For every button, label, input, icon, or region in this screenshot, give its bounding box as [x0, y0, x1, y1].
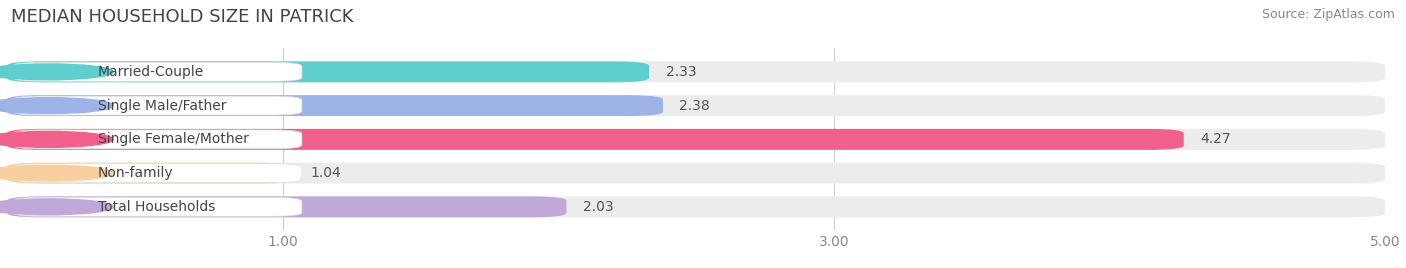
- FancyBboxPatch shape: [7, 61, 1385, 82]
- Circle shape: [0, 199, 114, 215]
- Circle shape: [0, 165, 114, 181]
- FancyBboxPatch shape: [13, 62, 302, 81]
- FancyBboxPatch shape: [7, 129, 1385, 150]
- Text: 2.33: 2.33: [665, 65, 696, 79]
- Circle shape: [0, 98, 114, 114]
- FancyBboxPatch shape: [7, 129, 1184, 150]
- Text: Single Male/Father: Single Male/Father: [98, 99, 226, 113]
- FancyBboxPatch shape: [7, 196, 567, 217]
- Text: 2.38: 2.38: [679, 99, 710, 113]
- FancyBboxPatch shape: [7, 95, 662, 116]
- Text: Non-family: Non-family: [98, 166, 173, 180]
- Text: MEDIAN HOUSEHOLD SIZE IN PATRICK: MEDIAN HOUSEHOLD SIZE IN PATRICK: [11, 8, 354, 26]
- Text: 2.03: 2.03: [583, 200, 613, 214]
- FancyBboxPatch shape: [13, 130, 302, 149]
- FancyBboxPatch shape: [7, 163, 1385, 184]
- Text: Single Female/Mother: Single Female/Mother: [98, 132, 249, 146]
- FancyBboxPatch shape: [13, 96, 302, 115]
- FancyBboxPatch shape: [7, 163, 294, 184]
- Text: Source: ZipAtlas.com: Source: ZipAtlas.com: [1261, 8, 1395, 21]
- FancyBboxPatch shape: [7, 95, 1385, 116]
- Text: Married-Couple: Married-Couple: [98, 65, 204, 79]
- Circle shape: [0, 64, 114, 80]
- FancyBboxPatch shape: [7, 61, 650, 82]
- FancyBboxPatch shape: [13, 164, 302, 183]
- Text: 1.04: 1.04: [311, 166, 340, 180]
- Text: 4.27: 4.27: [1201, 132, 1230, 146]
- FancyBboxPatch shape: [13, 198, 302, 216]
- FancyBboxPatch shape: [7, 196, 1385, 217]
- Circle shape: [0, 131, 114, 147]
- Text: Total Households: Total Households: [98, 200, 215, 214]
